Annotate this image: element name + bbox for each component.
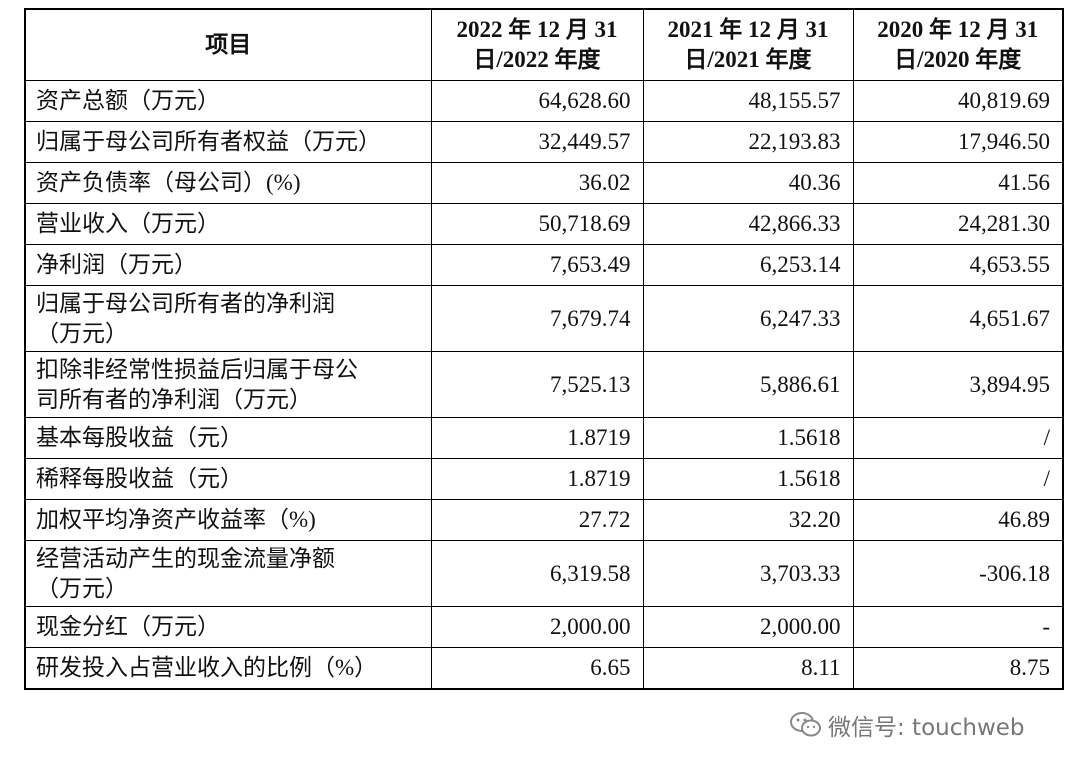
header-line: 2020 年 12 月 31: [877, 17, 1039, 42]
value-cell: 48,155.57: [642, 80, 854, 122]
table-row: 现金分红（万元） 2,000.00 2,000.00-: [24, 606, 1064, 648]
value-cell: 1.5618: [642, 458, 854, 500]
row-label: 归属于母公司所有者权益（万元）: [24, 121, 432, 163]
value-cell: 17,946.50: [852, 121, 1064, 163]
value-cell: 5,886.61: [642, 351, 854, 418]
value-cell: 7,525.13: [430, 351, 644, 418]
label-line: 研发投入占营业收入的比例（%）: [36, 654, 378, 680]
value-cell: 7,653.49: [430, 244, 644, 286]
value-cell: 8.11: [642, 647, 854, 689]
label-line: （万元）: [36, 320, 128, 346]
table-row: 资产负债率（母公司）(%) 36.02 40.36 41.56: [24, 162, 1064, 204]
value-cell: 64,628.60: [430, 80, 644, 122]
row-label: 加权平均净资产收益率（%): [24, 499, 432, 541]
value-cell: -: [852, 606, 1064, 648]
label-line: 资产负债率（母公司）(%): [36, 170, 301, 195]
label-line: （万元）: [36, 575, 128, 601]
label-line: 基本每股收益（元）: [36, 425, 243, 450]
label-line: 扣除非经常性损益后归属于母公: [36, 356, 358, 382]
header-cell: 2021 年 12 月 31 日/2021 年度: [642, 8, 854, 81]
header-cell: 项目: [24, 8, 432, 81]
row-label: 现金分红（万元）: [24, 606, 432, 648]
label-line: 净利润（万元）: [36, 252, 197, 277]
label-line: 营业收入（万元）: [36, 211, 220, 236]
value-cell: /: [852, 458, 1064, 500]
value-cell: 3,703.33: [642, 540, 854, 607]
header-cell: 2020 年 12 月 31 日/2020 年度: [852, 8, 1064, 81]
value-cell: 42,866.33: [642, 203, 854, 245]
value-cell: 24,281.30: [852, 203, 1064, 245]
row-label: 归属于母公司所有者的净利润 （万元）: [24, 285, 432, 352]
label-line: 加权平均净资产收益率（%): [36, 507, 316, 532]
value-cell: 27.72: [430, 499, 644, 541]
label-line: 现金分红（万元）: [36, 614, 220, 639]
label-line: 归属于母公司所有者权益（万元）: [36, 129, 381, 154]
header-row: 项目 2022 年 12 月 31 日/2022 年度 2021 年 12 月 31 日…: [24, 8, 1064, 81]
table-row: 扣除非经常性损益后归属于母公 司所有者的净利润（万元） 7,525.13 5,886.…: [24, 351, 1064, 418]
header-line: 2021 年 12 月 31: [667, 17, 829, 42]
label-line: 稀释每股收益（元）: [36, 466, 243, 491]
row-label: 扣除非经常性损益后归属于母公 司所有者的净利润（万元）: [24, 351, 432, 418]
value-cell: 6,319.58: [430, 540, 644, 607]
row-label: 基本每股收益（元）: [24, 417, 432, 459]
value-cell: 1.8719: [430, 458, 644, 500]
value-cell: -306.18: [852, 540, 1064, 607]
value-cell: 7,679.74: [430, 285, 644, 352]
row-label: 研发投入占营业收入的比例（%）: [24, 647, 432, 689]
label-line: 司所有者的净利润（万元）: [36, 386, 312, 412]
value-cell: 2,000.00: [430, 606, 644, 648]
row-label: 经营活动产生的现金流量净额 （万元）: [24, 540, 432, 607]
row-label: 净利润（万元）: [24, 244, 432, 286]
value-cell: 22,193.83: [642, 121, 854, 163]
table-body: 资产总额（万元） 64,628.60 48,155.57 40,819.69 归属于母公…: [24, 80, 1064, 689]
header-line: 日/2022 年度: [473, 47, 601, 72]
value-cell: 50,718.69: [430, 203, 644, 245]
value-cell: 4,653.55: [852, 244, 1064, 286]
value-cell: 6,253.14: [642, 244, 854, 286]
value-cell: 1.8719: [430, 417, 644, 459]
header-line: 日/2021 年度: [684, 47, 812, 72]
table-row: 资产总额（万元） 64,628.60 48,155.57 40,819.69: [24, 80, 1064, 122]
label-line: 资产总额（万元）: [36, 88, 220, 113]
value-cell: 3,894.95: [852, 351, 1064, 418]
value-cell: 40,819.69: [852, 80, 1064, 122]
table-row: 归属于母公司所有者权益（万元） 32,449.57 22,193.83 17,946.…: [24, 121, 1064, 163]
table-row: 基本每股收益（元） 1.8719 1.5618/: [24, 417, 1064, 459]
row-label: 营业收入（万元）: [24, 203, 432, 245]
value-cell: 6,247.33: [642, 285, 854, 352]
value-cell: 32,449.57: [430, 121, 644, 163]
value-cell: 1.5618: [642, 417, 854, 459]
financial-table: 项目 2022 年 12 月 31 日/2022 年度 2021 年 12 月 31 日…: [24, 8, 1064, 690]
value-cell: 40.36: [642, 162, 854, 204]
table-row: 净利润（万元） 7,653.49 6,253.14 4,653.55: [24, 244, 1064, 286]
value-cell: 46.89: [852, 499, 1064, 541]
table-row: 经营活动产生的现金流量净额 （万元） 6,319.58 3,703.33 -306.18: [24, 540, 1064, 607]
table-row: 加权平均净资产收益率（%) 27.72 32.20 46.89: [24, 499, 1064, 541]
watermark-text: 微信号: touchweb: [828, 715, 1025, 741]
label-line: 经营活动产生的现金流量净额: [36, 545, 335, 571]
value-cell: 6.65: [430, 647, 644, 689]
value-cell: 32.20: [642, 499, 854, 541]
header-line: 2022 年 12 月 31: [456, 17, 618, 42]
table-row: 归属于母公司所有者的净利润 （万元） 7,679.74 6,247.33 4,651.6…: [24, 285, 1064, 352]
watermark: 微信号: touchweb: [790, 708, 1025, 742]
value-cell: 41.56: [852, 162, 1064, 204]
row-label: 资产总额（万元）: [24, 80, 432, 122]
row-label: 稀释每股收益（元）: [24, 458, 432, 500]
wechat-icon: [790, 712, 821, 737]
value-cell: 36.02: [430, 162, 644, 204]
value-cell: 8.75: [852, 647, 1064, 689]
value-cell: /: [852, 417, 1064, 459]
header-line: 项目: [205, 32, 252, 57]
header-cell: 2022 年 12 月 31 日/2022 年度: [430, 8, 644, 81]
row-label: 资产负债率（母公司）(%): [24, 162, 432, 204]
label-line: 归属于母公司所有者的净利润: [36, 290, 335, 316]
header-line: 日/2020 年度: [894, 47, 1022, 72]
table-row: 研发投入占营业收入的比例（%） 6.65 8.11 8.75: [24, 647, 1064, 689]
table-row: 营业收入（万元） 50,718.69 42,866.33 24,281.30: [24, 203, 1064, 245]
table-row: 稀释每股收益（元） 1.8719 1.5618/: [24, 458, 1064, 500]
value-cell: 2,000.00: [642, 606, 854, 648]
value-cell: 4,651.67: [852, 285, 1064, 352]
